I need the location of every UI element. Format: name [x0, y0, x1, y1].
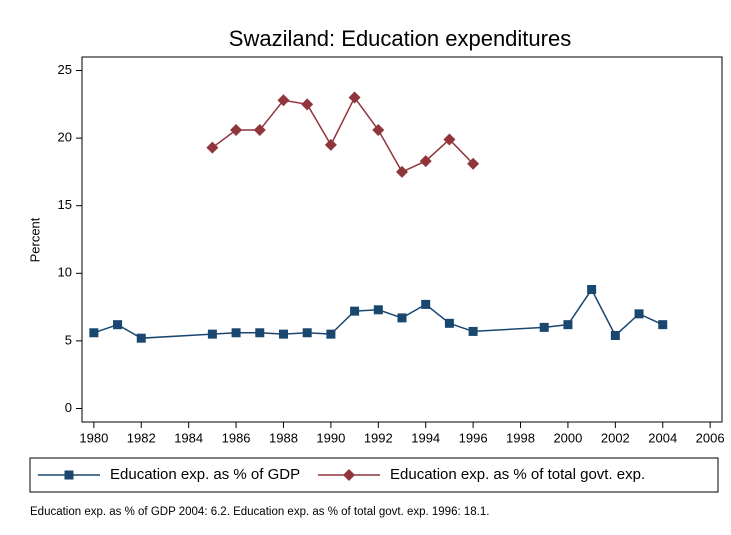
- marker: [255, 328, 265, 338]
- y-tick-label: 5: [65, 332, 72, 347]
- marker: [467, 157, 480, 170]
- marker: [253, 124, 266, 136]
- x-tick-label: 1998: [506, 430, 535, 445]
- marker: [302, 328, 312, 338]
- marker: [277, 94, 290, 107]
- y-tick-label: 0: [65, 400, 72, 415]
- marker: [539, 322, 549, 332]
- y-tick-label: 25: [58, 62, 72, 77]
- x-tick-label: 1980: [79, 430, 108, 445]
- x-tick-label: 1986: [222, 430, 251, 445]
- marker: [421, 299, 431, 309]
- y-axis-title: Percent: [27, 217, 42, 262]
- marker: [343, 469, 355, 481]
- marker: [136, 333, 146, 343]
- marker: [372, 124, 385, 136]
- legend-label: Education exp. as % of total govt. exp.: [390, 466, 645, 483]
- chart-title: Swaziland: Education expenditures: [229, 26, 571, 51]
- x-tick-label: 1994: [411, 430, 440, 445]
- x-tick-label: 1996: [459, 430, 488, 445]
- marker: [443, 133, 456, 146]
- marker: [397, 313, 407, 323]
- marker: [278, 329, 288, 339]
- marker: [610, 330, 620, 340]
- marker: [324, 138, 337, 151]
- marker: [89, 328, 99, 338]
- marker: [658, 320, 668, 330]
- marker: [231, 328, 241, 338]
- x-tick-label: 1988: [269, 430, 298, 445]
- marker: [64, 470, 74, 480]
- legend-box: [29, 457, 719, 493]
- plot-border: [81, 56, 723, 423]
- marker: [230, 124, 243, 136]
- marker: [326, 329, 336, 339]
- marker: [348, 91, 361, 104]
- y-tick-label: 10: [58, 265, 72, 280]
- marker: [113, 320, 123, 330]
- marker: [468, 326, 478, 336]
- note: Education exp. as % of GDP 2004: 6.2. Ed…: [30, 506, 489, 518]
- marker: [350, 306, 360, 316]
- x-tick-label: 1990: [316, 430, 345, 445]
- x-tick-label: 2006: [696, 430, 725, 445]
- marker: [207, 329, 217, 339]
- marker: [206, 141, 219, 154]
- legend-label: Education exp. as % of GDP: [110, 466, 300, 483]
- marker: [563, 320, 573, 330]
- marker: [634, 309, 644, 319]
- x-tick-label: 1984: [174, 430, 203, 445]
- marker: [373, 305, 383, 315]
- marker: [396, 165, 408, 178]
- series-line: [211, 96, 474, 173]
- x-tick-label: 2004: [648, 430, 677, 445]
- x-tick-label: 1992: [364, 430, 393, 445]
- x-tick-label: 2000: [553, 430, 582, 445]
- marker: [444, 318, 454, 328]
- marker: [419, 155, 432, 168]
- x-tick-label: 2002: [601, 430, 630, 445]
- marker: [587, 285, 597, 295]
- y-tick-label: 15: [58, 197, 72, 212]
- x-tick-label: 1982: [127, 430, 156, 445]
- marker: [301, 98, 314, 111]
- y-tick-label: 20: [58, 130, 72, 145]
